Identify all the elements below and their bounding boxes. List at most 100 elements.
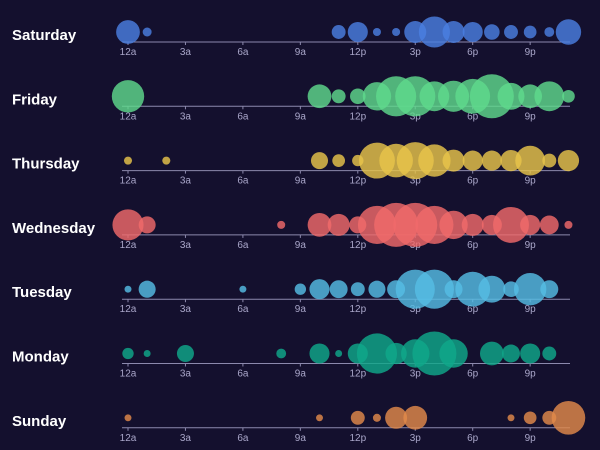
tick-label: 12a xyxy=(120,433,137,444)
bubble-wednesday-h10 xyxy=(307,213,332,237)
bubble-thursday-h17 xyxy=(442,149,465,172)
bubble-thursday-h2 xyxy=(162,156,171,165)
bubble-tuesday-h9 xyxy=(294,283,307,295)
bubble-saturday-h22 xyxy=(544,27,555,37)
tick-label: 9a xyxy=(295,369,307,380)
tick-label: 9a xyxy=(295,176,307,187)
bubble-monday-h10 xyxy=(309,343,330,364)
tick-label: 3p xyxy=(410,111,422,122)
tick-label: 3p xyxy=(410,176,422,187)
bubble-saturday-h1 xyxy=(142,27,152,37)
tick-label: 3p xyxy=(410,433,422,444)
tick-label: 12p xyxy=(349,304,366,315)
tick-label: 12a xyxy=(120,369,137,380)
bubble-sunday-h14 xyxy=(385,406,408,429)
tick-label: 9a xyxy=(295,433,307,444)
bubble-wednesday-h17 xyxy=(439,210,468,240)
bubble-thursday-h23 xyxy=(557,149,580,172)
bubble-saturday-h13 xyxy=(372,27,381,37)
bubble-wednesday-h11 xyxy=(327,213,350,236)
day-label-wednesday: Wednesday xyxy=(12,220,96,237)
tick-label: 3p xyxy=(410,47,422,58)
bubble-tuesday-h10 xyxy=(309,279,330,300)
bubble-saturday-h12 xyxy=(347,21,368,43)
bubble-wednesday-h18 xyxy=(461,213,484,236)
bubble-saturday-h16 xyxy=(418,16,450,48)
bubble-saturday-h11 xyxy=(331,25,346,39)
bubble-sunday-h21 xyxy=(523,411,537,425)
bubble-sunday-h0 xyxy=(124,414,132,422)
bubble-saturday-h21 xyxy=(523,25,537,39)
tick-label: 9p xyxy=(525,176,537,187)
tick-label: 6a xyxy=(237,47,249,58)
tick-label: 3a xyxy=(180,304,192,315)
tick-label: 6a xyxy=(237,111,249,122)
bubble-saturday-h18 xyxy=(462,21,483,43)
tick-label: 9p xyxy=(525,433,537,444)
bubble-saturday-h23 xyxy=(555,19,582,45)
tick-label: 12p xyxy=(349,369,366,380)
bubble-sunday-h15 xyxy=(403,405,428,430)
bubble-thursday-h0 xyxy=(123,156,133,165)
bubble-friday-h20 xyxy=(497,82,525,110)
tick-label: 6p xyxy=(467,304,479,315)
bubble-friday-h22 xyxy=(534,81,565,112)
bubble-friday-h19 xyxy=(469,74,514,119)
bubble-tuesday-h19 xyxy=(478,275,506,303)
tick-label: 12a xyxy=(120,176,137,187)
bubble-wednesday-h1 xyxy=(138,216,156,234)
tick-label: 6a xyxy=(237,304,249,315)
tick-label: 12p xyxy=(349,47,366,58)
tick-label: 12a xyxy=(120,111,137,122)
tick-label: 12a xyxy=(120,240,137,251)
bubble-friday-h23 xyxy=(562,89,575,103)
bubble-monday-h13 xyxy=(356,333,398,374)
bubble-monday-h17 xyxy=(439,339,468,368)
bubble-sunday-h23 xyxy=(551,401,586,435)
tick-label: 6a xyxy=(237,433,249,444)
tick-label: 9a xyxy=(295,47,307,58)
bubble-monday-h22 xyxy=(542,346,557,361)
bubble-wednesday-h20 xyxy=(493,206,529,243)
tick-label: 12p xyxy=(349,433,366,444)
bubble-monday-h1 xyxy=(143,350,151,357)
bubble-friday-h10 xyxy=(307,84,332,109)
day-label-thursday: Thursday xyxy=(12,156,80,173)
bubble-tuesday-h21 xyxy=(513,273,547,306)
tick-label: 3a xyxy=(180,240,192,251)
tick-label: 6p xyxy=(467,47,479,58)
bubble-tuesday-h13 xyxy=(368,280,386,298)
bubble-tuesday-h11 xyxy=(329,280,348,299)
bubble-saturday-h17 xyxy=(442,21,465,43)
bubble-thursday-h19 xyxy=(481,150,502,171)
tick-label: 6a xyxy=(237,369,249,380)
bubble-thursday-h21 xyxy=(515,145,546,176)
tick-label: 12p xyxy=(349,111,366,122)
bubble-saturday-h14 xyxy=(392,27,401,37)
row-thursday: Thursday 12a 3a 6a 9a 12p 3p 6p 9p xyxy=(12,142,580,187)
tick-label: 9a xyxy=(295,111,307,122)
tick-label: 3a xyxy=(180,111,192,122)
tick-label: 3a xyxy=(180,369,192,380)
bubble-sunday-h13 xyxy=(372,413,381,422)
tick-label: 9p xyxy=(525,304,537,315)
tick-label: 3p xyxy=(410,304,422,315)
row-wednesday: Wednesday12a3a6a9a12p3p6p9p xyxy=(12,202,573,251)
day-label-sunday: Sunday xyxy=(12,413,67,430)
row-sunday: Sunday 12a 3a 6a 9a 12p 3p 6p 9p xyxy=(12,401,586,444)
bubble-tuesday-h16 xyxy=(414,269,454,309)
bubble-sunday-h20 xyxy=(507,414,515,422)
row-friday: Friday 12a 3a 6a 9a 12p 3p 6p 9p xyxy=(12,74,575,122)
bubble-monday-h19 xyxy=(479,341,504,366)
tick-label: 9p xyxy=(525,47,537,58)
bubble-wednesday-h8 xyxy=(277,220,286,229)
bubble-friday-h12 xyxy=(350,88,366,105)
day-label-monday: Monday xyxy=(12,349,69,366)
bubble-sunday-h10 xyxy=(316,414,323,422)
day-label-saturday: Saturday xyxy=(12,27,77,44)
bubble-tuesday-h6 xyxy=(239,285,247,293)
bubble-thursday-h22 xyxy=(542,153,557,168)
day-label-tuesday: Tuesday xyxy=(12,284,72,301)
tick-label: 6p xyxy=(467,176,479,187)
